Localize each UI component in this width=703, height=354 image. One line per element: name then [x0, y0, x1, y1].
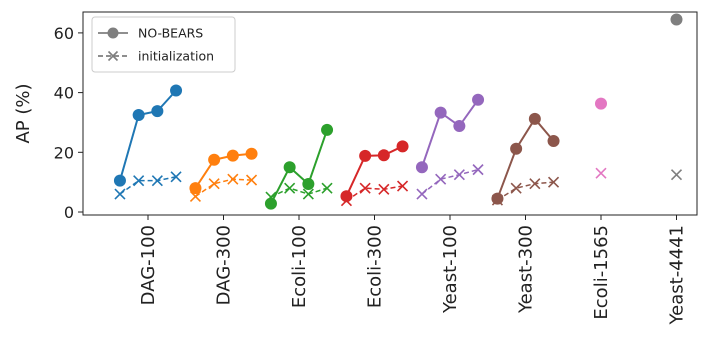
- legend-marker-initialization: [107, 50, 119, 62]
- init-point-dag-100-2: [151, 175, 163, 187]
- nobears-point-dag-100-2: [151, 105, 164, 118]
- nobears-point-ecoli-300-0: [340, 190, 353, 203]
- x-tick-label-yeast-300: Yeast-300: [516, 225, 537, 314]
- series-group-dag-300: [189, 147, 258, 203]
- nobears-point-yeast-100-0: [415, 161, 428, 174]
- init-point-ecoli-300-2: [378, 183, 390, 195]
- init-point-dag-100-3: [170, 171, 182, 183]
- series-group-ecoli-1565: [595, 97, 607, 179]
- nobears-point-dag-100-1: [132, 108, 145, 121]
- init-point-dag-300-3: [245, 174, 258, 186]
- nobears-line-yeast-300: [496, 117, 555, 199]
- y-tick-label-40: 40: [54, 84, 74, 103]
- nobears-point-ecoli-1565-0: [595, 97, 607, 110]
- nobears-point-ecoli-100-3: [321, 123, 334, 136]
- plot-frame: [82, 11, 698, 216]
- x-tick-label-yeast-4441: Yeast-4441: [667, 225, 688, 325]
- init-point-yeast-100-0: [416, 188, 428, 200]
- legend-marker-no-bears: [107, 27, 119, 39]
- init-line-dag-300: [195, 178, 252, 198]
- init-point-ecoli-100-3: [321, 182, 333, 194]
- nobears-point-dag-100-3: [170, 84, 183, 97]
- y-tick-label-60: 60: [54, 24, 74, 43]
- x-tick-label-ecoli-100: Ecoli-100: [289, 225, 310, 308]
- series-group-ecoli-300: [340, 140, 409, 207]
- init-line-yeast-100: [421, 168, 479, 195]
- series-group-yeast-300: [491, 112, 560, 206]
- y-axis-label: AP (%): [13, 83, 34, 143]
- nobears-point-dag-300-3: [245, 147, 258, 160]
- init-line-ecoli-100: [270, 187, 328, 198]
- init-point-ecoli-300-1: [359, 182, 371, 194]
- init-point-yeast-300-2: [529, 178, 541, 190]
- series-group-yeast-100: [415, 93, 485, 200]
- nobears-point-yeast-100-1: [434, 106, 447, 119]
- nobears-line-ecoli-300: [345, 145, 403, 197]
- nobears-point-yeast-300-3: [547, 134, 560, 147]
- nobears-point-ecoli-300-3: [396, 140, 409, 153]
- nobears-point-ecoli-300-2: [377, 149, 390, 162]
- init-point-yeast-100-1: [435, 173, 447, 185]
- nobears-line-dag-100: [118, 89, 177, 181]
- nobears-point-dag-100-0: [113, 174, 126, 187]
- init-point-yeast-300-1: [510, 182, 522, 194]
- init-point-dag-300-0: [189, 190, 202, 203]
- nobears-point-yeast-300-0: [491, 192, 504, 205]
- x-tick-label-ecoli-1565: Ecoli-1565: [591, 225, 612, 320]
- nobears-point-ecoli-100-1: [283, 161, 296, 174]
- series-group-yeast-4441: [670, 13, 683, 181]
- init-point-ecoli-1565-0: [595, 167, 607, 179]
- x-tick-label-yeast-100: Yeast-100: [440, 225, 461, 314]
- series-group-ecoli-100: [264, 123, 334, 210]
- init-point-ecoli-100-2: [302, 188, 314, 200]
- x-tick-label-ecoli-300: Ecoli-300: [365, 225, 386, 308]
- nobears-line-ecoli-100: [270, 129, 328, 205]
- init-point-dag-100-1: [133, 175, 145, 187]
- init-point-ecoli-100-1: [284, 182, 296, 194]
- nobears-point-yeast-100-2: [453, 120, 466, 133]
- legend: NO-BEARS initialization: [91, 16, 236, 73]
- init-point-yeast-4441-0: [670, 169, 683, 181]
- init-line-dag-100: [119, 176, 177, 195]
- init-line-ecoli-300: [346, 185, 403, 202]
- y-tick-label-20: 20: [54, 143, 74, 162]
- nobears-point-yeast-300-2: [528, 112, 541, 125]
- nobears-point-yeast-100-3: [472, 93, 485, 106]
- nobears-line-yeast-100: [421, 99, 479, 168]
- nobears-point-ecoli-100-0: [264, 197, 277, 210]
- y-tick-label-0: 0: [64, 203, 74, 222]
- init-point-dag-300-1: [208, 178, 220, 190]
- init-point-yeast-100-2: [453, 169, 465, 181]
- nobears-point-dag-300-1: [208, 153, 221, 166]
- legend-box: [91, 16, 236, 73]
- nobears-point-dag-300-0: [189, 182, 202, 195]
- init-point-yeast-100-3: [472, 164, 484, 176]
- legend-label-no-bears: NO-BEARS: [138, 26, 203, 41]
- nobears-point-yeast-4441-0: [670, 13, 683, 26]
- nobears-point-yeast-300-1: [510, 142, 523, 155]
- init-point-dag-300-2: [227, 173, 239, 185]
- init-line-yeast-300: [497, 181, 554, 201]
- init-point-dag-100-0: [114, 188, 126, 200]
- legend-label-initialization: initialization: [138, 49, 214, 64]
- series-group-dag-100: [113, 84, 183, 200]
- nobears-line-dag-300: [194, 152, 252, 189]
- init-point-ecoli-300-3: [396, 180, 409, 192]
- init-point-yeast-300-3: [547, 176, 560, 188]
- x-tick-label-dag-100: DAG-100: [138, 225, 159, 305]
- nobears-point-dag-300-2: [226, 149, 239, 162]
- nobears-point-ecoli-300-1: [359, 149, 372, 162]
- nobears-point-ecoli-100-2: [302, 177, 315, 190]
- x-tick-label-dag-300: DAG-300: [214, 225, 235, 305]
